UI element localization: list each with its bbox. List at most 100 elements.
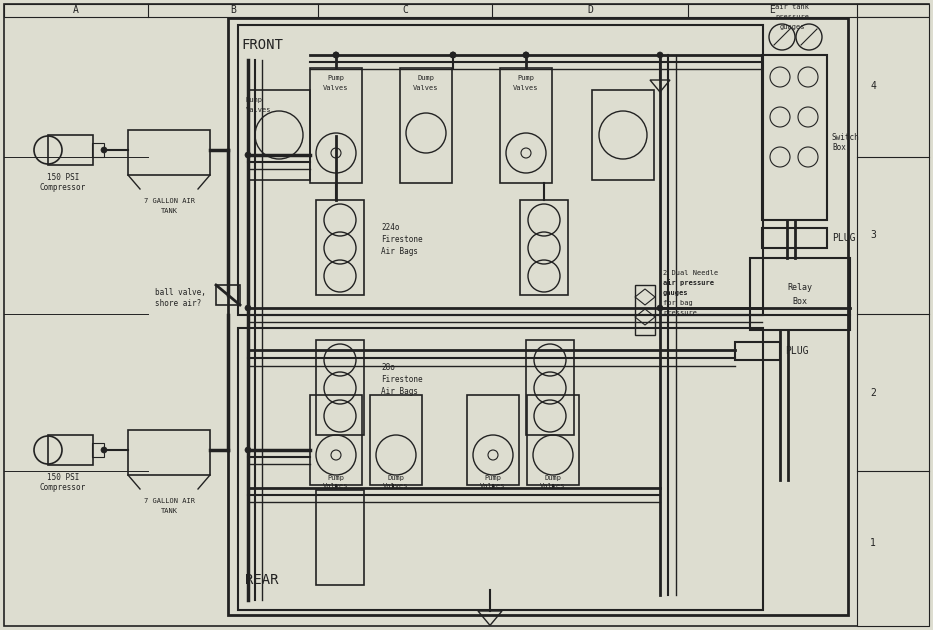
Bar: [520, 200, 568, 295]
Text: Box: Box: [832, 142, 846, 151]
Text: Switch: Switch: [832, 132, 859, 142]
Circle shape: [333, 52, 339, 58]
Bar: [762, 55, 827, 220]
Bar: [635, 285, 655, 335]
Text: Valves: Valves: [323, 85, 349, 91]
Text: Pump: Pump: [327, 75, 344, 81]
Text: D: D: [587, 5, 593, 15]
Text: PLUG: PLUG: [832, 233, 856, 243]
Text: Compressor: Compressor: [40, 483, 86, 493]
Circle shape: [245, 152, 251, 158]
Text: Air Bags: Air Bags: [381, 248, 418, 256]
Text: TANK: TANK: [160, 508, 177, 514]
Text: 2: 2: [870, 387, 876, 398]
Text: Valves: Valves: [480, 483, 506, 489]
Text: shore air?: shore air?: [155, 299, 202, 309]
Bar: [316, 490, 364, 585]
Text: 150 PSI: 150 PSI: [47, 173, 79, 183]
Text: Dump: Dump: [246, 97, 263, 103]
Bar: [216, 285, 240, 305]
Text: Pump: Pump: [484, 475, 502, 481]
Text: C: C: [402, 5, 408, 15]
Bar: [316, 340, 364, 435]
Circle shape: [101, 447, 107, 453]
Bar: [310, 68, 362, 183]
Text: 28o: 28o: [381, 364, 395, 372]
Text: for bag: for bag: [663, 300, 692, 306]
Circle shape: [521, 148, 531, 158]
Bar: [750, 258, 850, 330]
Text: A: A: [73, 5, 79, 15]
Bar: [228, 18, 848, 615]
Text: Valves: Valves: [383, 483, 409, 489]
Text: Air Bags: Air Bags: [381, 387, 418, 396]
Text: air tank: air tank: [775, 4, 809, 10]
Text: Firestone: Firestone: [381, 375, 423, 384]
Circle shape: [657, 52, 663, 58]
Text: 224o: 224o: [381, 224, 399, 232]
Circle shape: [657, 305, 663, 311]
Bar: [735, 342, 780, 360]
Circle shape: [488, 450, 498, 460]
Bar: [527, 395, 579, 485]
Circle shape: [450, 52, 456, 58]
Text: 150 PSI: 150 PSI: [47, 474, 79, 483]
Text: Firestone: Firestone: [381, 236, 423, 244]
Text: Relay: Relay: [787, 284, 813, 292]
Text: Dump: Dump: [545, 475, 562, 481]
Circle shape: [245, 305, 251, 311]
Bar: [467, 395, 519, 485]
Bar: [370, 395, 422, 485]
Text: pressure: pressure: [663, 310, 697, 316]
Text: Valves: Valves: [246, 107, 272, 113]
Text: Dump: Dump: [417, 75, 435, 81]
Bar: [48, 135, 93, 165]
Text: Dump: Dump: [387, 475, 405, 481]
Text: Valves: Valves: [323, 483, 349, 489]
Bar: [48, 435, 93, 465]
Text: Compressor: Compressor: [40, 183, 86, 193]
Bar: [310, 395, 362, 485]
Text: 1: 1: [870, 538, 876, 548]
Text: ball valve,: ball valve,: [155, 287, 206, 297]
Bar: [92, 143, 104, 157]
Circle shape: [101, 147, 107, 153]
Text: 4: 4: [870, 81, 876, 91]
Circle shape: [523, 52, 529, 58]
Text: TANK: TANK: [160, 208, 177, 214]
Text: 7 GALLON AIR: 7 GALLON AIR: [144, 498, 194, 504]
Text: guages: guages: [779, 24, 805, 30]
Bar: [762, 228, 827, 248]
Text: 3: 3: [870, 231, 876, 241]
Text: air pressure: air pressure: [663, 280, 714, 287]
Bar: [128, 130, 210, 175]
Text: Box: Box: [792, 297, 807, 307]
Circle shape: [523, 52, 529, 58]
Bar: [238, 25, 763, 315]
Text: Pump: Pump: [518, 75, 535, 81]
Text: 2 Dual Needle: 2 Dual Needle: [663, 270, 718, 276]
Bar: [400, 68, 452, 183]
Text: PLUG: PLUG: [785, 346, 809, 356]
Circle shape: [450, 52, 456, 58]
Circle shape: [331, 148, 341, 158]
Text: Valves: Valves: [513, 85, 538, 91]
Bar: [857, 17, 929, 626]
Circle shape: [331, 450, 341, 460]
Bar: [500, 68, 552, 183]
Bar: [592, 90, 654, 180]
Bar: [4, 4, 929, 17]
Text: REAR: REAR: [245, 573, 279, 587]
Text: Pump: Pump: [327, 475, 344, 481]
Bar: [128, 430, 210, 475]
Bar: [316, 200, 364, 295]
Text: gauges: gauges: [663, 290, 689, 296]
Text: E: E: [770, 5, 775, 15]
Text: FRONT: FRONT: [241, 38, 283, 52]
Bar: [248, 90, 310, 180]
Text: Valves: Valves: [413, 85, 439, 91]
Text: Valves: Valves: [540, 483, 565, 489]
Bar: [526, 340, 574, 435]
Text: pressure: pressure: [775, 14, 809, 20]
Text: 7 GALLON AIR: 7 GALLON AIR: [144, 198, 194, 204]
